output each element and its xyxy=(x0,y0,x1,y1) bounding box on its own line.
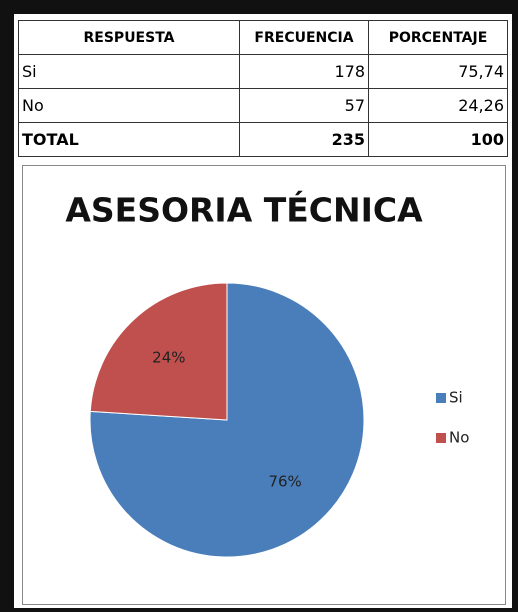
chart: ASESORIA TÉCNICA 76% 24% Si No xyxy=(22,165,506,605)
pie-slice xyxy=(89,282,228,421)
cell: 100 xyxy=(368,122,508,157)
legend-label: No xyxy=(449,429,469,447)
slice-label: 24% xyxy=(152,349,185,367)
legend-label: Si xyxy=(449,389,463,407)
cell: 24,26 xyxy=(368,88,508,123)
header-cell: FRECUENCIA xyxy=(239,20,369,55)
data-table: RESPUESTA FRECUENCIA PORCENTAJE Si 178 7… xyxy=(18,20,508,157)
chart-title: ASESORIA TÉCNICA xyxy=(65,190,423,230)
header-cell: RESPUESTA xyxy=(18,20,240,55)
legend-swatch xyxy=(436,393,446,403)
pie-slice xyxy=(89,282,365,558)
header-cell: PORCENTAJE xyxy=(368,20,508,55)
slice-label: 76% xyxy=(268,472,301,490)
cell: Si xyxy=(18,54,240,89)
cell: 75,74 xyxy=(368,54,508,89)
row: No 57 24,26 xyxy=(18,88,508,123)
row: Si 178 75,74 xyxy=(18,54,508,89)
cell: 57 xyxy=(239,88,369,123)
total-row: TOTAL 235 100 xyxy=(18,122,508,157)
legend-swatch xyxy=(436,433,446,443)
header-row: RESPUESTA FRECUENCIA PORCENTAJE xyxy=(18,20,508,55)
cell: No xyxy=(18,88,240,123)
cell: 235 xyxy=(239,122,369,157)
cell: TOTAL xyxy=(18,122,240,157)
cell: 178 xyxy=(239,54,369,89)
